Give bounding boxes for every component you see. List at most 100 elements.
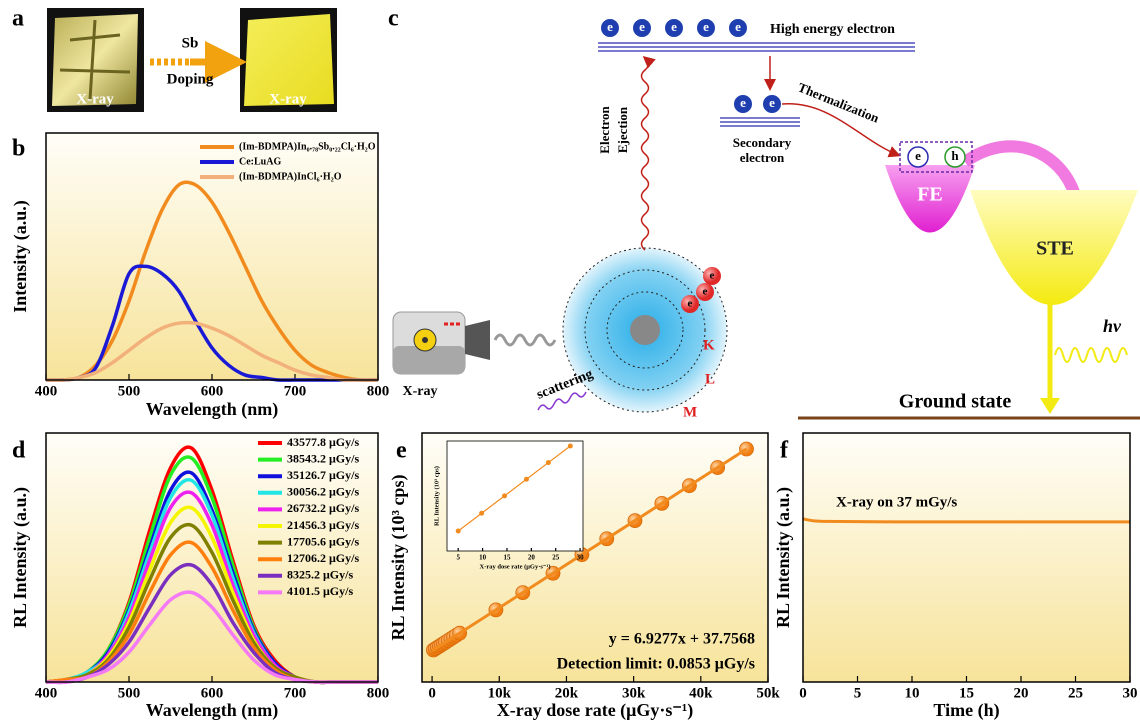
- plot-frame: [802, 432, 1131, 683]
- shell-label: M: [683, 404, 697, 420]
- energy-level: [598, 42, 915, 52]
- process-label: Electron: [597, 106, 612, 154]
- x-tick-label: 25: [1068, 685, 1083, 701]
- radiation-icon: [422, 337, 428, 343]
- plot-frame: [446, 440, 584, 552]
- legend-label: 43577.8 μGy/s: [287, 435, 359, 449]
- x-axis-label: Wavelength (nm): [146, 700, 279, 721]
- crystal-texture: [59, 19, 131, 101]
- electron: [907, 146, 929, 168]
- state-label: Ground state: [899, 391, 1012, 413]
- hole: [944, 146, 966, 168]
- ste-well: [970, 190, 1138, 305]
- series-line: [457, 445, 571, 532]
- shell-label: L: [705, 371, 715, 387]
- electron-label: e: [688, 298, 693, 310]
- electron: [696, 283, 714, 301]
- x-tick-label: 10: [479, 554, 487, 562]
- electron: [663, 17, 685, 39]
- shell-label: K: [703, 337, 715, 353]
- plot-frame: [421, 432, 769, 683]
- x-tick-label: 25: [552, 554, 560, 562]
- electron-label: e: [740, 95, 746, 110]
- x-axis-label: Time (h): [933, 700, 999, 721]
- series-line: [431, 447, 748, 653]
- data-point: [479, 510, 485, 516]
- y-axis-label: RL Intensity (10³ cps): [433, 466, 440, 526]
- panel-a: Sb Doping X-ray X-ray: [47, 8, 337, 112]
- ejection-wave: [640, 56, 656, 251]
- level-label: Secondary: [733, 135, 792, 150]
- scatter-wave: [537, 391, 587, 411]
- x-tick-label: 700: [284, 383, 307, 399]
- x-tick-label: 0: [428, 685, 436, 701]
- crystal-doped: [244, 14, 334, 106]
- legend-label: 26732.2 μGy/s: [287, 501, 359, 515]
- plot-frame: [45, 432, 379, 683]
- x-tick-label: 5: [854, 685, 862, 701]
- hole-label: h: [951, 148, 959, 163]
- x-axis-label: X-ray dose rate (μGy·s⁻¹): [480, 563, 551, 570]
- photon-wave: [1054, 347, 1128, 363]
- legend-label: 8325.2 μGy/s: [287, 568, 353, 582]
- electron-label: e: [710, 270, 715, 282]
- legend-label: 30056.2 μGy/s: [287, 485, 359, 499]
- x-tick-label: 5: [456, 554, 460, 562]
- fe-well: [885, 165, 975, 233]
- panel-label: a: [12, 6, 24, 32]
- plot-background: [803, 433, 1130, 682]
- x-axis-label: Wavelength (nm): [146, 399, 279, 420]
- y-axis-label: Intensity (a.u.): [10, 200, 31, 313]
- electron: [681, 295, 699, 313]
- legend-label: 17705.6 μGy/s: [287, 534, 359, 548]
- state-label: FE: [917, 184, 943, 206]
- legend-label: (Im-BDMPA)InCl₆·H₂O: [239, 171, 342, 182]
- x-tick-label: 15: [959, 685, 974, 701]
- y-axis-label: RL Intensity (10³ cps): [388, 475, 409, 641]
- panel-label: d: [12, 438, 26, 464]
- x-tick-label: 400: [35, 685, 58, 701]
- relax-arrow: [961, 140, 1081, 198]
- panel-label: f: [780, 438, 789, 464]
- x-tick-label: 50k: [756, 685, 780, 701]
- legend-label: 38543.2 μGy/s: [287, 451, 359, 465]
- xray-source: [393, 346, 465, 374]
- x-tick-label: 20k: [555, 685, 579, 701]
- shell: [584, 269, 706, 391]
- x-tick-label: 700: [284, 685, 307, 701]
- process-label: Ejection: [615, 106, 630, 153]
- annotation: Detection limit: 0.0853 μGy/s: [557, 656, 755, 673]
- x-tick-label: 30: [577, 554, 585, 562]
- electron-label: e: [915, 148, 921, 163]
- electron: [631, 17, 653, 39]
- x-tick-label: 600: [201, 685, 224, 701]
- x-tick-label: 20: [1014, 685, 1029, 701]
- plot-background: [447, 441, 583, 551]
- x-tick-label: 600: [201, 383, 224, 399]
- annotation: y = 6.9277x + 37.7568: [609, 631, 755, 648]
- electron: [727, 17, 749, 39]
- electron-label: e: [639, 19, 645, 34]
- level-label: High energy electron: [770, 22, 895, 37]
- x-tick-label: 500: [118, 685, 141, 701]
- x-tick-label: 400: [35, 383, 58, 399]
- x-tick-label: 15: [503, 554, 511, 562]
- caption: X-ray: [76, 91, 114, 107]
- y-axis-label: RL Intensity (a.u.): [773, 487, 794, 628]
- legend-label: 4101.5 μGy/s: [287, 584, 353, 598]
- x-tick-label: 40k: [689, 685, 713, 701]
- data-point: [545, 460, 551, 466]
- nucleus: [630, 315, 660, 345]
- plot-background: [46, 133, 378, 380]
- dopant: Sb: [182, 35, 199, 51]
- panel-label: e: [396, 438, 407, 464]
- legend-label: 21456.3 μGy/s: [287, 518, 359, 532]
- exciton-box: [899, 141, 973, 173]
- x-tick-label: 30: [1123, 685, 1138, 701]
- emission-arrow: [1040, 398, 1060, 414]
- shell: [562, 247, 728, 413]
- x-tick-label: 20: [528, 554, 536, 562]
- x-tick-label: 500: [118, 383, 141, 399]
